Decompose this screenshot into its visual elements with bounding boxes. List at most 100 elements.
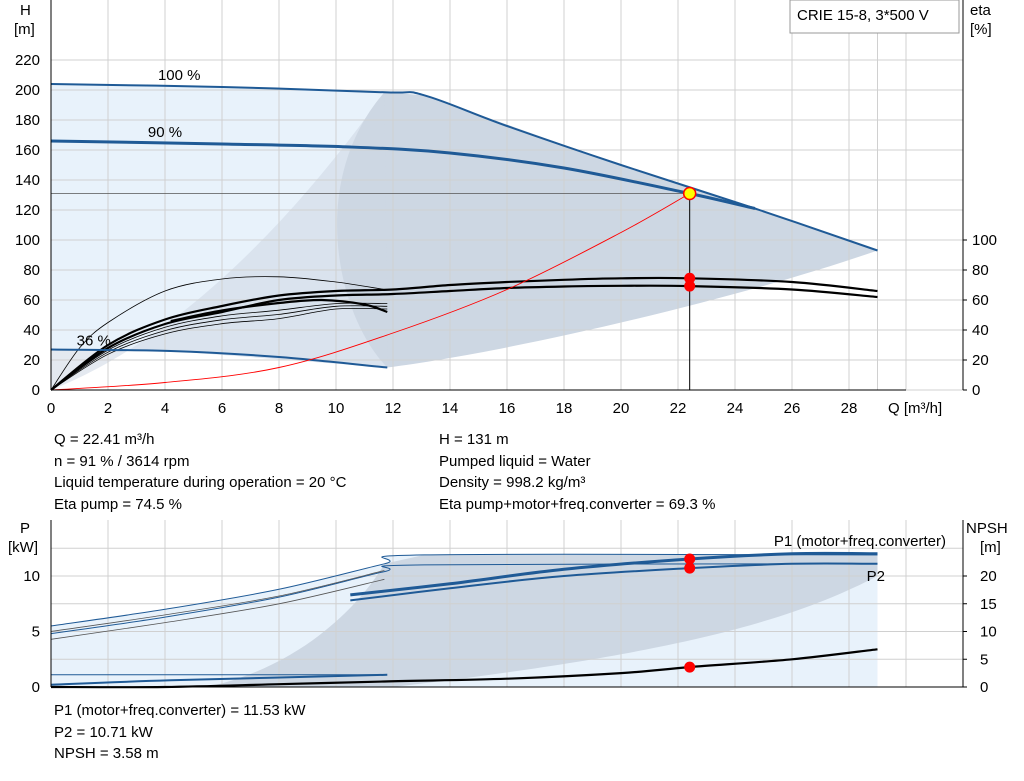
- info-liquid-temp: Liquid temperature during operation = 20…: [54, 474, 347, 491]
- system-curve: [50, 193, 690, 391]
- x-tick-label: 20: [613, 400, 630, 417]
- p2-curve: [350, 562, 878, 602]
- info-h: H = 131 m: [439, 431, 509, 448]
- x-tick-label: 14: [442, 400, 459, 417]
- info-p2: P2 = 10.71 kW: [54, 723, 153, 741]
- y-tick-label: 140: [15, 172, 40, 189]
- y-tick-label: 10: [23, 568, 40, 585]
- head-curve-90: [50, 139, 756, 210]
- power-area-dark: [207, 554, 878, 687]
- y2-axis-unit-npsh: [m]: [980, 539, 1001, 556]
- x-tick-label: 24: [727, 400, 744, 417]
- model-label-box: [789, 0, 960, 34]
- y-axis-unit-h: [m]: [14, 21, 35, 38]
- info-eta-total: Eta pump+motor+freq.converter = 69.3 %: [439, 495, 716, 513]
- power-max-curve: [50, 553, 878, 627]
- x-tick-label: 8: [275, 400, 283, 417]
- npsh-point: [684, 661, 696, 673]
- y2-tick-label: 20: [980, 568, 997, 585]
- y-axis-unit-p: [kW]: [8, 539, 38, 556]
- x-tick-label: 28: [841, 400, 858, 417]
- eta-curve: [50, 284, 878, 391]
- eta-fan-curve: [50, 307, 388, 391]
- y2-tick-label: 20: [972, 352, 989, 369]
- y-tick-label: 220: [15, 52, 40, 69]
- y-tick-label: 120: [15, 202, 40, 219]
- y-tick-label: 0: [32, 382, 40, 399]
- speed-label: 36 %: [77, 333, 111, 350]
- y2-tick-label: 40: [972, 322, 989, 339]
- eta-curve: [170, 298, 388, 323]
- p1-curve: [350, 551, 878, 597]
- y-tick-label: 180: [15, 112, 40, 129]
- eta-pump-point: [684, 272, 696, 284]
- npsh-curve: [50, 648, 878, 689]
- y-tick-label: 0: [32, 679, 40, 696]
- x-tick-label: 0: [47, 400, 55, 417]
- y-tick-label: 20: [23, 352, 40, 369]
- lower-info: P1 (motor+freq.converter) = 11.53 kW P2 …: [54, 700, 306, 765]
- x-tick-label: 4: [161, 400, 169, 417]
- y2-tick-label: 0: [980, 679, 988, 696]
- power-thin-curve: [50, 578, 385, 640]
- y-tick-label: 100: [15, 232, 40, 249]
- eta-curve: [50, 276, 878, 391]
- y-tick-label: 80: [23, 262, 40, 279]
- power-thin-curve: [50, 570, 385, 632]
- x-axis-label-q: Q [m³/h]: [888, 400, 942, 417]
- duty-point: [682, 186, 697, 201]
- p2-series-label: P2: [867, 568, 885, 585]
- efficient-area-left: [51, 92, 388, 390]
- info-p1: P1 (motor+freq.converter) = 11.53 kW: [54, 702, 306, 719]
- head-curve-36: [50, 348, 388, 369]
- x-tick-label: 22: [670, 400, 687, 417]
- info-eta-pump: Eta pump = 74.5 %: [54, 495, 182, 513]
- x-tick-label: 2: [104, 400, 112, 417]
- head-efficiency-chart: 0 2 4 6 8 10 12 14 16 18 20 22 24 26 28020406080100120…: [14, 0, 997, 417]
- y-tick-label: 5: [32, 624, 40, 641]
- x-tick-label: 10: [328, 400, 345, 417]
- p2-point: [684, 562, 696, 574]
- y2-axis-unit-eta: [%]: [970, 21, 992, 38]
- x-tick-label: 12: [385, 400, 402, 417]
- y2-tick-label: 80: [972, 262, 989, 279]
- info-npsh: NPSH = 3.58 m: [54, 745, 159, 762]
- low-power-curve-36: [50, 673, 388, 686]
- speed-label: 100 %: [158, 67, 201, 84]
- y-tick-label: 160: [15, 142, 40, 159]
- y2-axis-label-npsh: NPSH: [966, 520, 1008, 537]
- speed-label: 90 %: [148, 124, 182, 141]
- p1-point: [684, 553, 696, 565]
- head-curve-thin: [50, 83, 385, 93]
- upper-info-left: Q = 22.41 m³/h n = 91 % / 3614 rpm Liqui…: [54, 429, 346, 515]
- x-tick-label: 18: [556, 400, 573, 417]
- y2-axis-label-eta: eta: [970, 2, 992, 19]
- x-tick-label: 6: [218, 400, 226, 417]
- info-speed: n = 91 % / 3614 rpm: [54, 452, 190, 470]
- y2-tick-label: 100: [972, 232, 997, 249]
- eta-curve: [50, 276, 385, 391]
- eta-fan-curve: [50, 305, 388, 391]
- y-tick-label: 40: [23, 322, 40, 339]
- y2-tick-label: 60: [972, 292, 989, 309]
- eta-total-point: [684, 280, 696, 292]
- model-label: CRIE 15-8, 3*500 V: [797, 7, 929, 24]
- x-tick-label: 26: [784, 400, 801, 417]
- y-tick-label: 200: [15, 82, 40, 99]
- info-density: Density = 998.2 kg/m³: [439, 474, 586, 491]
- y-axis-label-h: H: [20, 2, 31, 19]
- x-tick-label: 16: [499, 400, 516, 417]
- y2-tick-label: 15: [980, 596, 997, 613]
- p1-series-label: P1 (motor+freq.converter): [774, 533, 946, 550]
- y2-tick-label: 10: [980, 624, 997, 641]
- info-q: Q = 22.41 m³/h: [54, 431, 155, 448]
- y-tick-label: 60: [23, 292, 40, 309]
- info-pumped-liquid: Pumped liquid = Water: [439, 452, 591, 470]
- y2-tick-label: 5: [980, 651, 988, 668]
- y-axis-label-p: P: [20, 520, 30, 537]
- upper-info-right: H = 131 m Pumped liquid = Water Density …: [439, 429, 715, 515]
- efficient-area: [337, 92, 878, 368]
- y2-tick-label: 0: [972, 382, 980, 399]
